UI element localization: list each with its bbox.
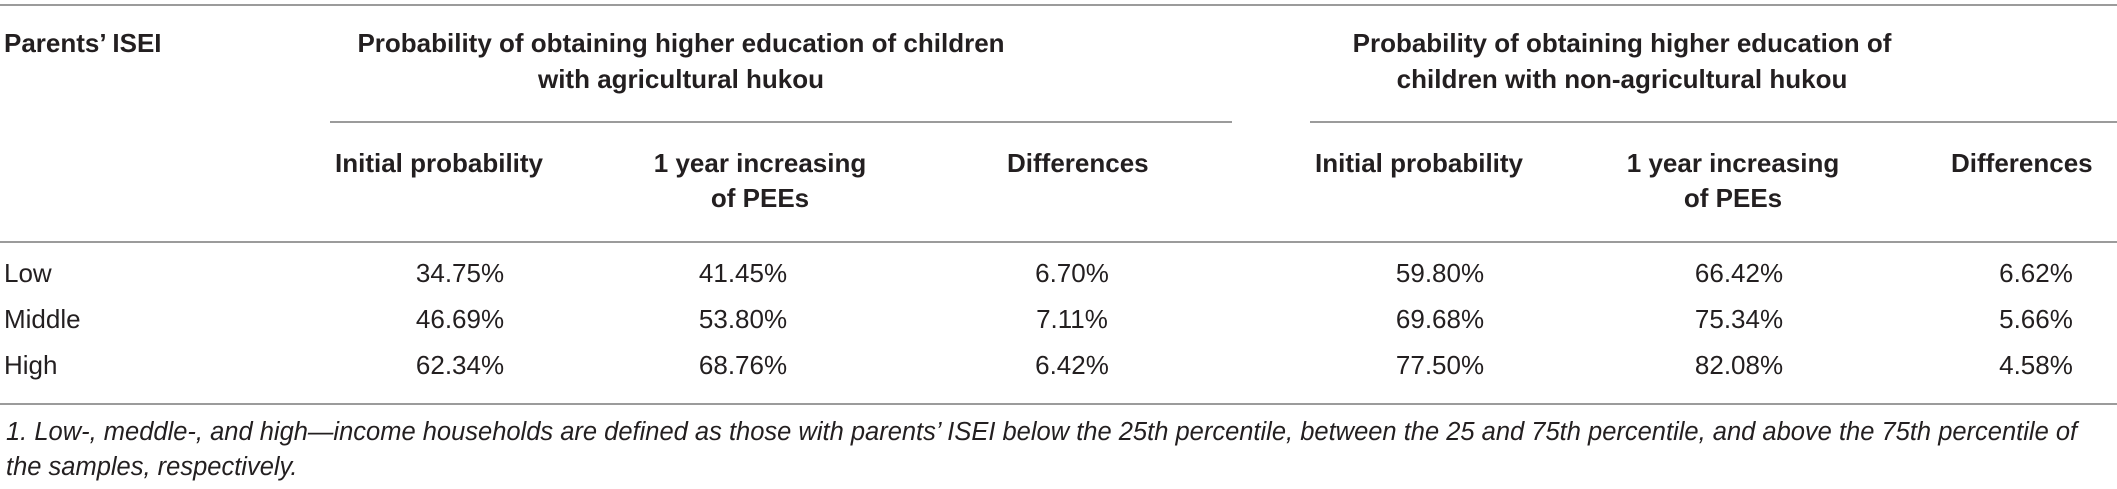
cell: 66.42% [1694, 258, 1784, 288]
table-footnote: 1. Low-, meddle-, and high—income househ… [6, 418, 2078, 481]
cell: 77.50% [1395, 350, 1485, 380]
cell: 62.34% [415, 350, 505, 380]
group-title-non-agricultural-line1: Probability of obtaining higher educatio… [1352, 28, 1892, 58]
row-header: Parents’ ISEI [4, 28, 162, 58]
group-non-agricultural-rule [1310, 121, 2117, 123]
cell: 41.45% [698, 258, 788, 288]
cell: 68.76% [698, 350, 788, 380]
header-bottom-rule [0, 241, 2117, 243]
cell: 46.69% [415, 304, 505, 334]
cell: 59.80% [1395, 258, 1485, 288]
cell: 6.42% [1035, 350, 1109, 380]
cell: 7.11% [1036, 304, 1108, 334]
cell: 82.08% [1694, 350, 1784, 380]
cell: 6.70% [1035, 258, 1109, 288]
cell: 69.68% [1395, 304, 1485, 334]
col-header-increase-line1: 1 year increasing [1626, 148, 1840, 178]
cell: 6.62% [1999, 258, 2073, 288]
group-title-agricultural-line1: Probability of obtaining higher educatio… [357, 28, 1005, 58]
cell: 5.66% [1999, 304, 2073, 334]
col-header-increase-line2: of PEEs [1683, 183, 1783, 213]
group-title-agricultural-line2: with agricultural hukou [537, 64, 824, 94]
cell: 53.80% [698, 304, 788, 334]
cell: 34.75% [415, 258, 505, 288]
group-agricultural-rule [330, 121, 1232, 123]
cell: 4.58% [1999, 350, 2073, 380]
col-header-differences: Differences [1007, 148, 1149, 178]
cell: 75.34% [1694, 304, 1784, 334]
table-bottom-rule [0, 403, 2117, 405]
row-label: High [4, 350, 58, 380]
row-label: Middle [4, 304, 81, 334]
col-header-initial-probability: Initial probability [335, 148, 544, 178]
col-header-differences: Differences [1951, 148, 2093, 178]
col-header-initial-probability: Initial probability [1315, 148, 1524, 178]
group-title-non-agricultural-line2: children with non-agricultural hukou [1396, 64, 1848, 94]
table-top-rule [0, 4, 2117, 6]
col-header-increase-line2: of PEEs [710, 183, 810, 213]
col-header-increase-line1: 1 year increasing [653, 148, 867, 178]
row-label: Low [4, 258, 52, 288]
